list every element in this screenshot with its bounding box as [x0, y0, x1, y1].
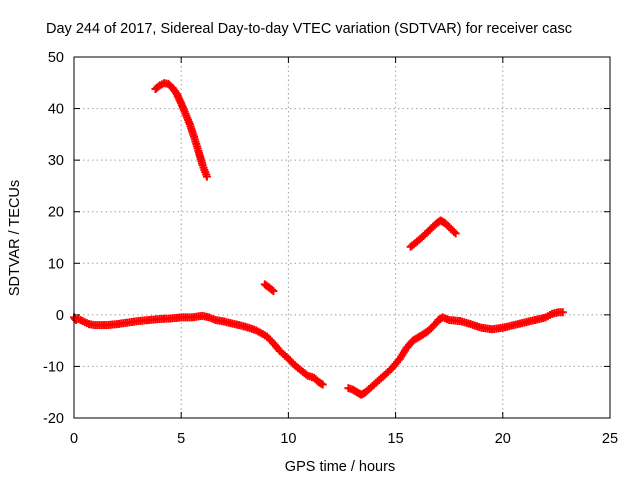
- data-layer: [70, 79, 567, 399]
- x-tick-label: 25: [602, 431, 618, 447]
- y-tick-label: 30: [48, 153, 64, 169]
- series-main-trace: [70, 311, 327, 389]
- x-tick-label: 5: [177, 431, 185, 447]
- tick-labels: 0 5 10 15 20 25 -20 -10 0 10 20 30 40 50: [43, 50, 618, 447]
- x-tick-label: 10: [280, 431, 296, 447]
- x-axis-label: GPS time / hours: [285, 459, 395, 475]
- data-point: [451, 229, 460, 238]
- data-point: [202, 172, 211, 181]
- x-tick-label: 20: [495, 431, 511, 447]
- series-arc-mid: [406, 216, 460, 251]
- y-tick-label: 50: [48, 50, 64, 66]
- chart-title: Day 244 of 2017, Sidereal Day-to-day VTE…: [46, 21, 572, 37]
- x-tick-label: 0: [70, 431, 78, 447]
- y-axis-label: SDTVAR / TECUs: [7, 180, 23, 296]
- data-point: [558, 308, 567, 317]
- series-arc-small: [260, 280, 278, 296]
- y-tick-label: -10: [43, 359, 64, 375]
- data-point: [318, 380, 327, 389]
- y-tick-label: 10: [48, 256, 64, 272]
- y-tick-label: 20: [48, 205, 64, 221]
- plot-frame: [73, 56, 611, 419]
- y-tick-label: -20: [43, 411, 64, 427]
- x-tick-label: 15: [388, 431, 404, 447]
- data-point: [450, 227, 459, 236]
- series-arc-high: [151, 79, 211, 181]
- ticks: [73, 56, 611, 419]
- y-tick-label: 0: [56, 308, 64, 324]
- data-point: [267, 285, 276, 294]
- series-main-trace-2: [344, 308, 567, 399]
- grid: [74, 57, 610, 418]
- y-tick-label: 40: [48, 102, 64, 118]
- data-point: [269, 287, 278, 296]
